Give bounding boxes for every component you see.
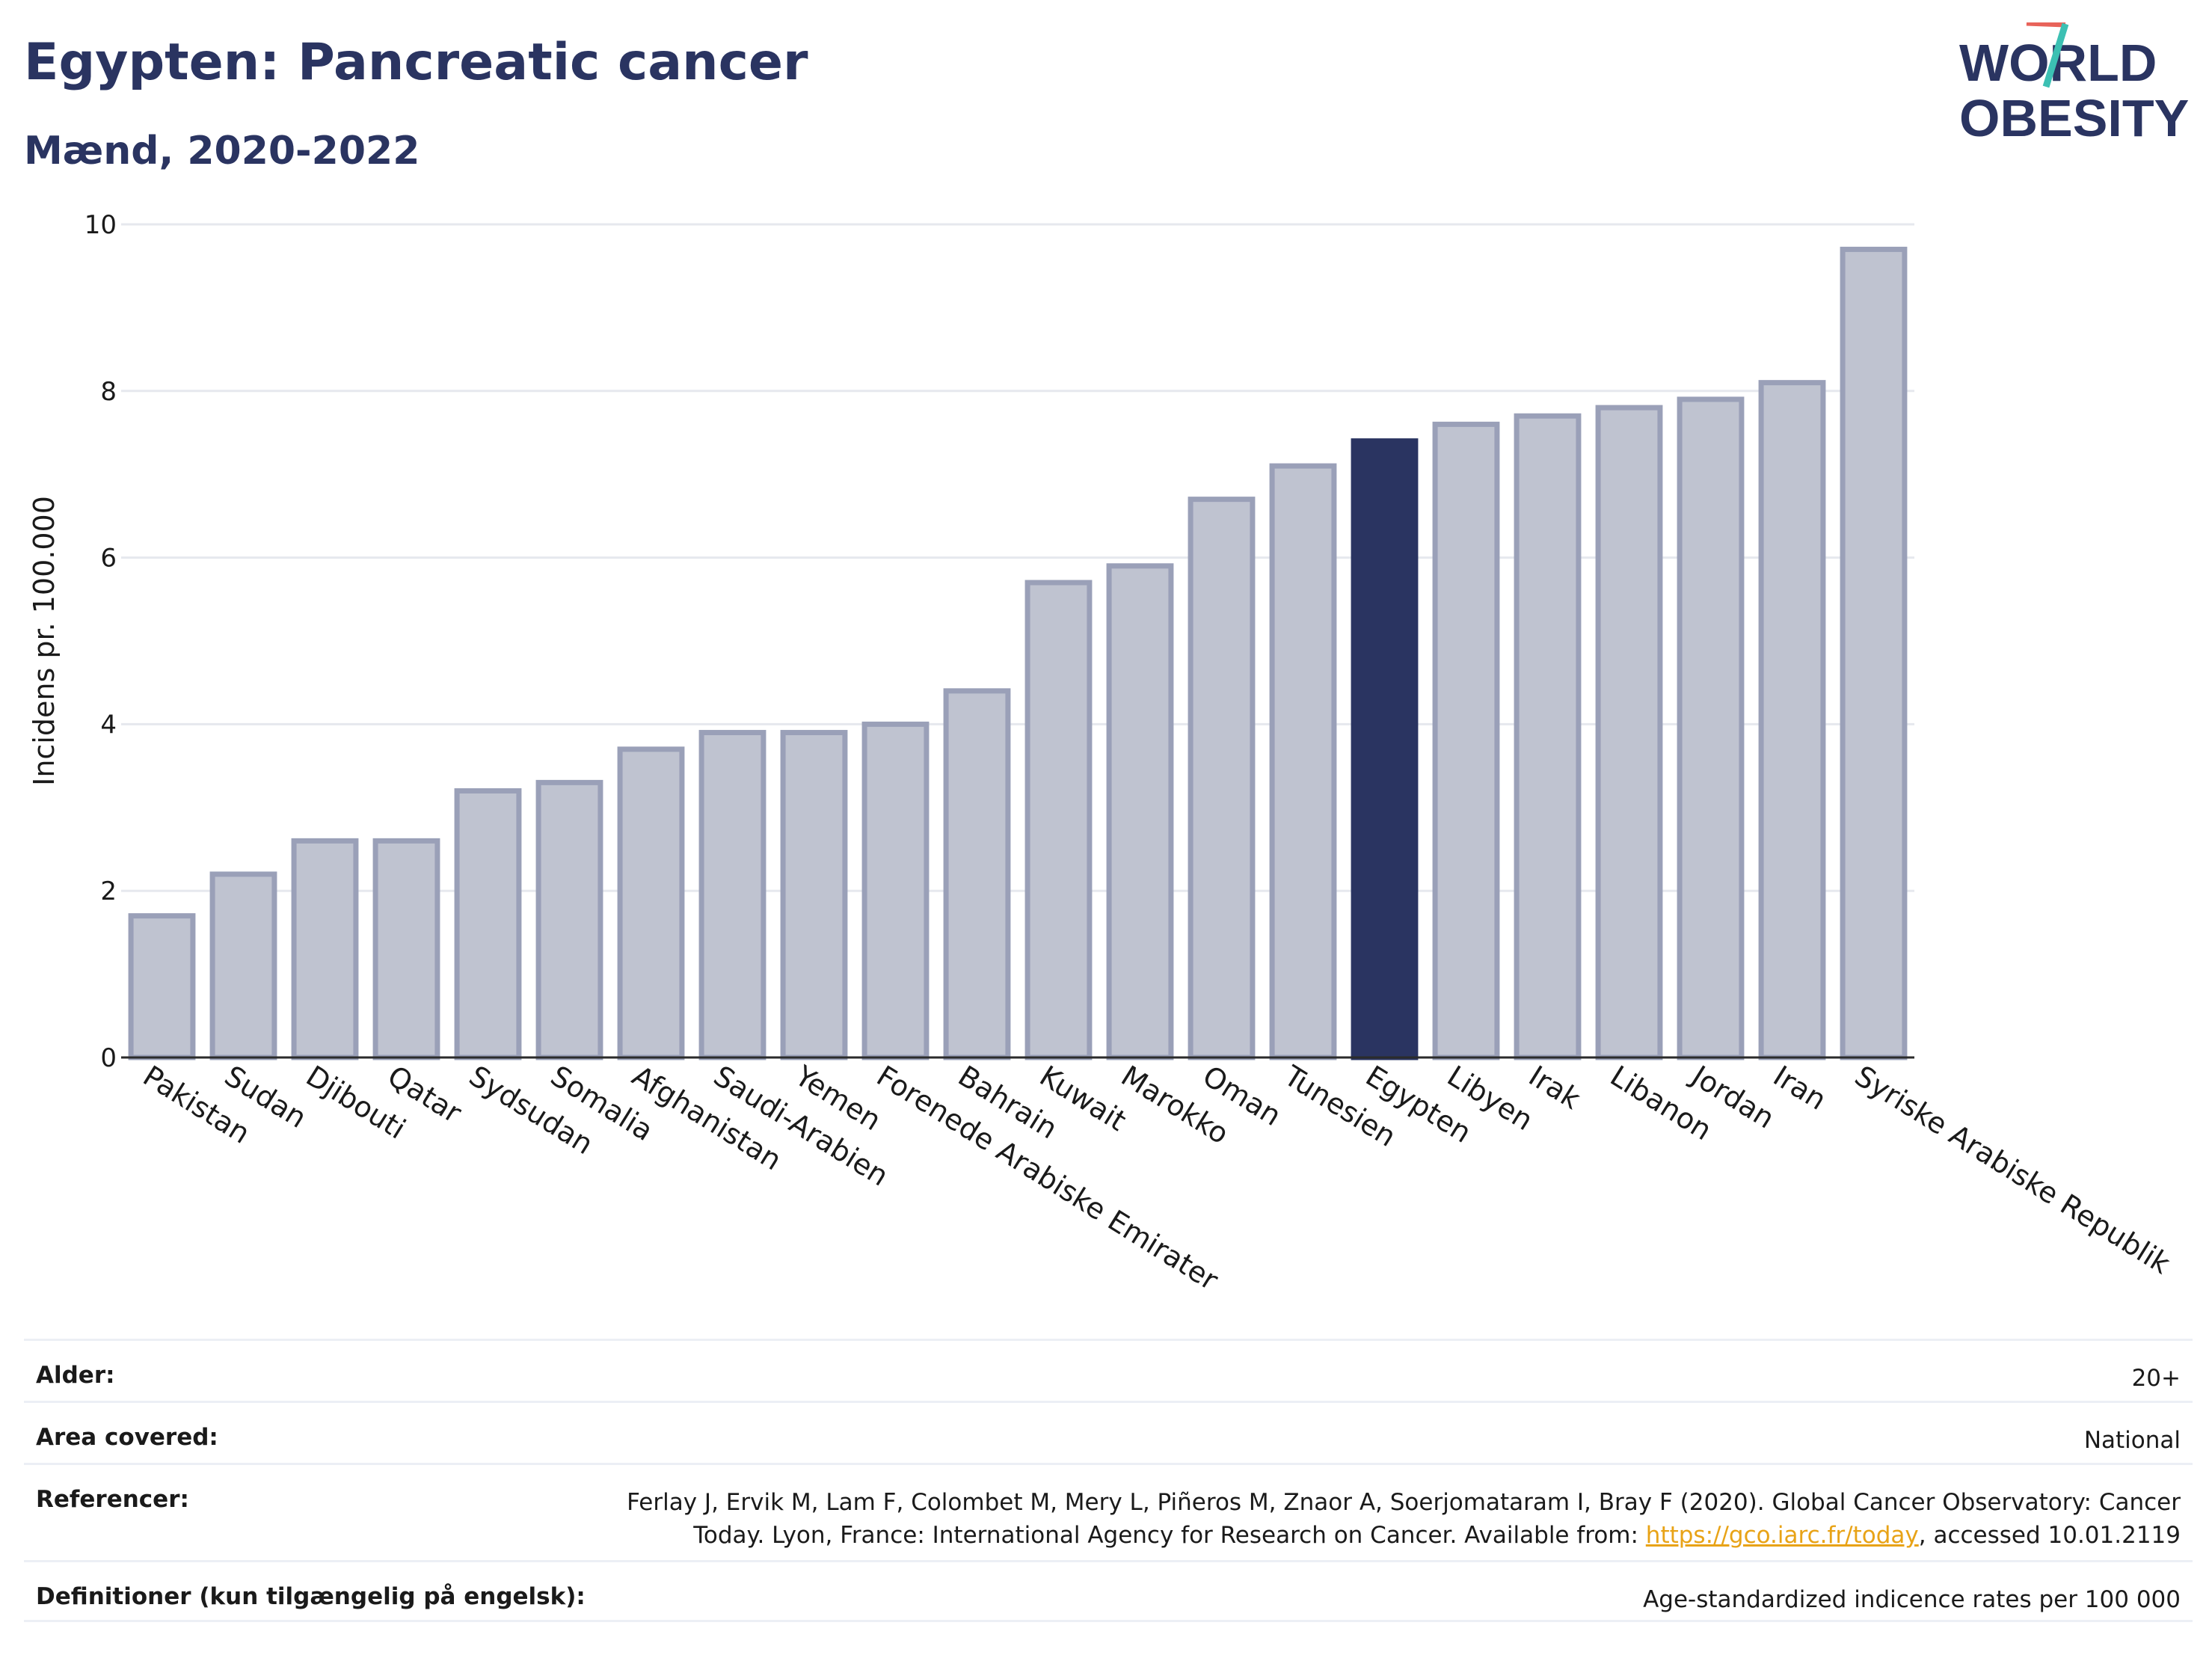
bar bbox=[1595, 405, 1663, 1060]
meta-value-references: Ferlay J, Ervik M, Lam F, Colombet M, Me… bbox=[627, 1486, 2181, 1552]
meta-value-definitions: Age-standardized indicence rates per 100… bbox=[1643, 1586, 2181, 1613]
y-axis-label: Incidens pr. 100.000 bbox=[28, 496, 61, 786]
bar bbox=[1106, 563, 1174, 1060]
bar bbox=[698, 730, 766, 1060]
meta-row-references: Referencer: Ferlay J, Ervik M, Lam F, Co… bbox=[24, 1463, 2193, 1560]
meta-row-area: Area covered: National bbox=[24, 1401, 2193, 1463]
metadata-table: Alder: 20+ Area covered: National Refere… bbox=[24, 1339, 2193, 1622]
bar bbox=[209, 871, 277, 1060]
meta-label-references: Referencer: bbox=[36, 1486, 189, 1513]
reference-line-1: Ferlay J, Ervik M, Lam F, Colombet M, Me… bbox=[627, 1489, 2181, 1516]
bar bbox=[1758, 380, 1826, 1060]
page-subtitle: Mænd, 2020-2022 bbox=[24, 129, 420, 174]
bar bbox=[617, 746, 685, 1060]
meta-value-area: National bbox=[2083, 1427, 2181, 1454]
reference-line-2-text: Today. Lyon, France: International Agenc… bbox=[693, 1522, 1646, 1549]
meta-label-area: Area covered: bbox=[36, 1424, 218, 1451]
x-tick-label: Syriske Arabiske Republik bbox=[1849, 1059, 2176, 1280]
bar bbox=[291, 838, 359, 1060]
y-tick-label: 10 bbox=[85, 210, 117, 240]
bar bbox=[1514, 413, 1582, 1060]
world-obesity-logo: WORLD OBESITY bbox=[1959, 22, 2189, 147]
bar bbox=[454, 788, 522, 1060]
meta-row-age: Alder: 20+ bbox=[24, 1339, 2193, 1401]
y-tick-label: 4 bbox=[100, 710, 117, 740]
bar bbox=[1269, 463, 1337, 1060]
meta-label-definitions: Definitioner (kun tilgængelig på engelsk… bbox=[36, 1583, 586, 1610]
y-tick-label: 6 bbox=[100, 544, 117, 574]
bar bbox=[1432, 421, 1500, 1060]
bar bbox=[780, 730, 848, 1060]
bar bbox=[1024, 580, 1093, 1060]
y-tick-label: 0 bbox=[100, 1043, 117, 1073]
logo-slash-upper bbox=[2042, 22, 2069, 88]
meta-value-age: 20+ bbox=[2131, 1365, 2181, 1392]
meta-row-definitions: Definitioner (kun tilgængelig på engelsk… bbox=[24, 1560, 2193, 1622]
y-tick-label: 2 bbox=[100, 876, 117, 906]
bar bbox=[128, 913, 196, 1060]
bar bbox=[943, 688, 1011, 1060]
meta-label-age: Alder: bbox=[36, 1362, 115, 1389]
logo-slash-lower bbox=[2026, 22, 2066, 28]
page-title: Egypten: Pancreatic cancer bbox=[24, 33, 808, 92]
bar bbox=[1840, 246, 1908, 1060]
reference-link[interactable]: https://gco.iarc.fr/today bbox=[1645, 1522, 1919, 1549]
bar bbox=[372, 838, 440, 1060]
logo-text-obesity: OBESITY bbox=[1959, 89, 2189, 147]
reference-accessed: , accessed 10.01.2119 bbox=[1918, 1522, 2181, 1549]
bar bbox=[1351, 438, 1419, 1060]
bar bbox=[535, 779, 603, 1060]
y-tick-label: 8 bbox=[100, 377, 117, 407]
reference-line-2: Today. Lyon, France: International Agenc… bbox=[627, 1519, 2181, 1552]
bar bbox=[1188, 497, 1256, 1060]
bar bbox=[1677, 396, 1745, 1060]
bar bbox=[861, 721, 930, 1060]
